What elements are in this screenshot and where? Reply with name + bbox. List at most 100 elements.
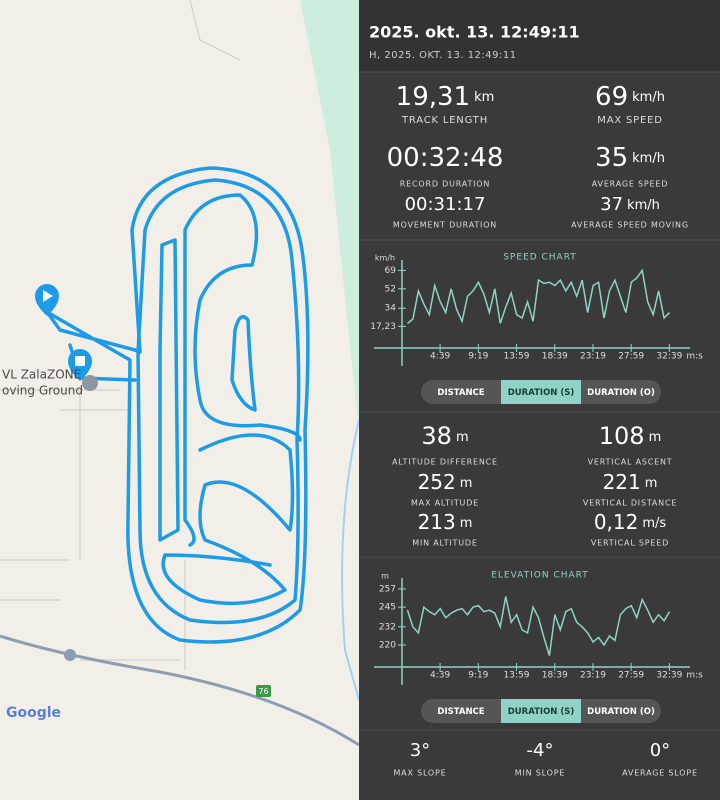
place-label: oving Ground — [2, 384, 83, 398]
stat-number: 221 — [603, 470, 641, 494]
x-tick-label: 18:39 — [542, 352, 568, 362]
slope-value: 3° — [410, 740, 430, 761]
stat-unit: m — [456, 430, 469, 445]
stat-number: 108 — [599, 422, 645, 450]
x-tick-label: 13:59 — [504, 671, 530, 681]
stat-label: VERTICAL SPEED — [591, 539, 669, 548]
x-tick-label: 32:39 — [656, 671, 682, 681]
tab-selected — [501, 380, 581, 404]
y-tick-label: 52 — [385, 284, 396, 294]
green-area — [300, 0, 359, 430]
tab-selected — [501, 699, 581, 723]
y-unit: km/h — [375, 254, 395, 263]
stat-value: 38 m — [421, 422, 468, 450]
y-tick-label: 69 — [385, 266, 397, 276]
x-tick-label: 27:59 — [618, 671, 644, 681]
roundabout — [64, 649, 76, 661]
road-shield — [256, 685, 271, 697]
stat-value: 108 m — [599, 422, 661, 450]
stat-unit: m — [649, 430, 662, 445]
x-unit: m:s — [686, 352, 703, 362]
stat-value: 69 km/h — [595, 82, 665, 112]
track — [45, 166, 310, 644]
stat-unit: km/h — [632, 90, 665, 105]
stat-number: 252 — [418, 470, 456, 494]
stat-label: RECORD DURATION — [400, 180, 490, 189]
stat-number: 69 — [595, 82, 628, 112]
stat-label: MAX SPEED — [597, 115, 662, 126]
x-tick-label: 4:39 — [430, 352, 450, 362]
start-pin — [35, 284, 59, 316]
tab[interactable]: DISTANCE — [437, 707, 484, 717]
chart-title: SPEED CHART — [503, 253, 577, 263]
stat-label: VERTICAL DISTANCE — [583, 499, 677, 508]
stat-unit: m — [460, 476, 473, 491]
x-tick-label: 23:19 — [580, 352, 606, 362]
slope-value: -4° — [527, 740, 554, 761]
x-tick-label: 13:59 — [504, 352, 530, 362]
stat-label: AVERAGE SPEED MOVING — [571, 221, 689, 230]
tab[interactable]: DURATION (O) — [587, 707, 655, 717]
stat-unit: km/h — [627, 198, 660, 213]
x-tick-label: 32:39 — [656, 352, 682, 362]
stat-label: MAX ALTITUDE — [411, 499, 479, 508]
data-line — [406, 596, 671, 656]
stat-unit: m/s — [642, 516, 666, 531]
x-tick-label: 18:39 — [542, 671, 568, 681]
stat-value: 213 m — [418, 510, 473, 534]
stat-number: 19,31 — [396, 82, 470, 112]
y-tick-label: 220 — [379, 640, 396, 650]
stat-value: 00:31:17 — [405, 194, 486, 215]
stat-number: 00:32:48 — [387, 143, 504, 173]
y-tick-label: 34 — [385, 304, 397, 314]
slope-value: 0° — [650, 740, 670, 761]
tab[interactable]: DISTANCE — [437, 388, 484, 398]
x-tick-label: 27:59 — [618, 352, 644, 362]
stat-value: 37 km/h — [600, 194, 660, 215]
header — [359, 0, 720, 72]
stat-number: 38 — [421, 422, 452, 450]
y-tick-label: 17,23 — [370, 322, 396, 332]
y-unit: m — [381, 572, 389, 581]
road-label: 76 — [258, 687, 268, 696]
stat-value: 35 km/h — [595, 143, 665, 173]
stat-value: 221 m — [603, 470, 658, 494]
end-pin — [68, 349, 98, 391]
stat-value: 00:32:48 — [387, 143, 504, 173]
x-tick-label: 23:19 — [580, 671, 606, 681]
stat-value: 0,12 m/s — [594, 510, 667, 534]
stat-unit: m — [460, 516, 473, 531]
stat-label: AVERAGE SPEED — [592, 180, 668, 189]
stat-value: 252 m — [418, 470, 473, 494]
tab[interactable]: DURATION (S) — [508, 707, 575, 717]
y-tick-label: 257 — [379, 584, 396, 594]
chart-title: ELEVATION CHART — [491, 571, 589, 581]
x-tick-label: 9:19 — [468, 671, 488, 681]
tab[interactable]: DURATION (O) — [587, 388, 655, 398]
y-tick-label: 245 — [379, 603, 396, 613]
stat-unit: km/h — [632, 151, 665, 166]
stat-number: 0,12 — [594, 510, 639, 534]
stat-unit: km — [474, 90, 494, 105]
stat-label: VERTICAL ASCENT — [588, 458, 673, 467]
slope-label: MIN SLOPE — [515, 769, 565, 778]
place-label: VL ZalaZONE — [2, 368, 81, 382]
stat-unit: m — [645, 476, 658, 491]
tab[interactable]: DURATION (S) — [508, 388, 575, 398]
map: VL ZalaZONE oving Ground 76 Google — [0, 0, 360, 800]
stat-label: ALTITUDE DIFFERENCE — [392, 458, 498, 467]
x-tick-label: 4:39 — [430, 671, 450, 681]
title: 2025. okt. 13. 12:49:11 — [369, 23, 580, 42]
slope-label: MAX SLOPE — [393, 769, 446, 778]
x-tick-label: 9:19 — [468, 352, 488, 362]
stream — [341, 419, 360, 701]
stat-label: TRACK LENGTH — [401, 115, 488, 126]
slope-label: AVERAGE SLOPE — [622, 769, 698, 778]
stat-label: MOVEMENT DURATION — [393, 221, 497, 230]
highway — [0, 634, 360, 747]
y-tick-label: 232 — [379, 622, 396, 632]
stat-number: 35 — [595, 143, 628, 173]
minor-roads — [0, 0, 241, 670]
subtitle: H, 2025. OKT. 13. 12:49:11 — [369, 50, 517, 61]
